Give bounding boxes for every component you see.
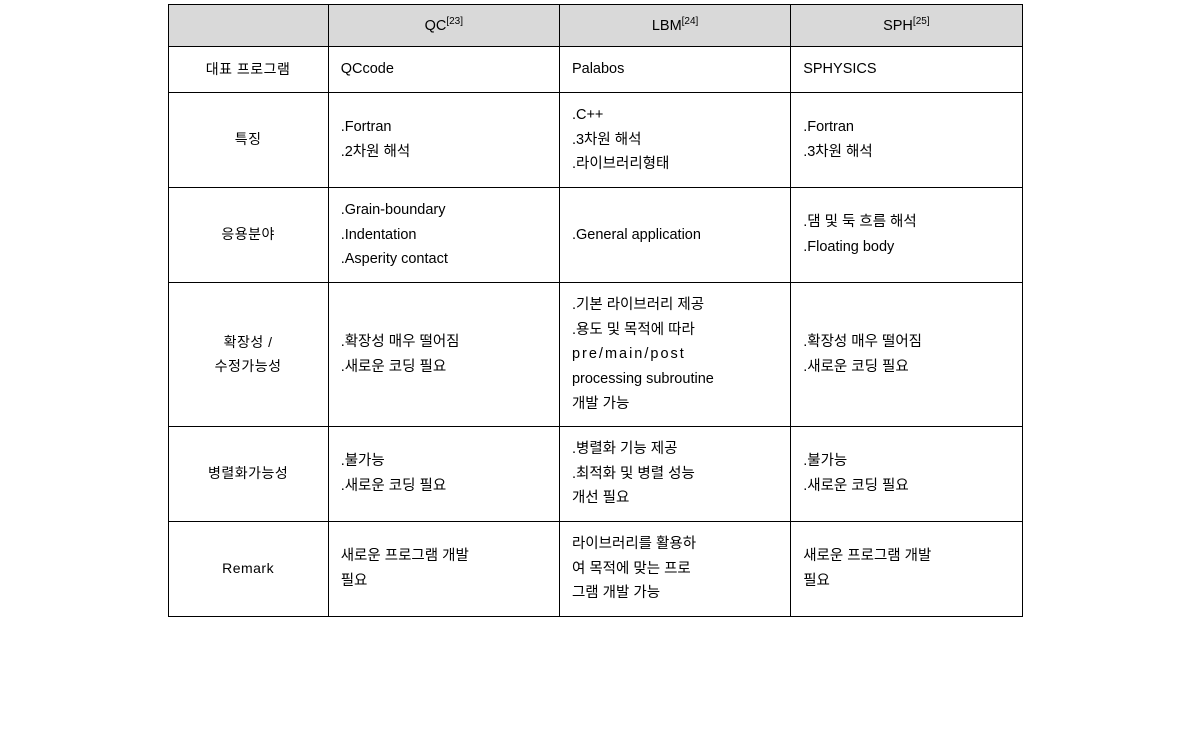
parallel-sph-1: .불가능 bbox=[803, 449, 1009, 474]
extensibility-sph-2: .새로운 코딩 필요 bbox=[803, 355, 1009, 380]
label-application: 응용분야 bbox=[168, 188, 328, 283]
remark-lbm: 라이브러리를 활용하 여 목적에 맞는 프로 그램 개발 가능 bbox=[559, 522, 790, 617]
row-extensibility: 확장성 / 수정가능성 .확장성 매우 떨어짐 .새로운 코딩 필요 .기본 라… bbox=[168, 282, 1022, 426]
header-qc-name: QC bbox=[425, 18, 447, 34]
program-qc: QCcode bbox=[328, 47, 559, 93]
header-sph: SPH[25] bbox=[791, 5, 1022, 47]
remark-lbm-2: 여 목적에 맞는 프로 bbox=[572, 557, 778, 582]
application-qc: .Grain-boundary .Indentation .Asperity c… bbox=[328, 188, 559, 283]
program-sph: SPHYSICS bbox=[791, 47, 1022, 93]
parallel-sph: .불가능 .새로운 코딩 필요 bbox=[791, 427, 1022, 522]
header-lbm-ref: [24] bbox=[682, 16, 699, 27]
application-lbm: .General application bbox=[559, 188, 790, 283]
label-extensibility-2: 수정가능성 bbox=[181, 355, 316, 379]
row-remark: Remark 새로운 프로그램 개발 필요 라이브러리를 활용하 여 목적에 맞… bbox=[168, 522, 1022, 617]
comparison-table: QC[23] LBM[24] SPH[25] 대표 프로그램 QCcode Pa… bbox=[168, 4, 1023, 617]
remark-sph-1: 새로운 프로그램 개발 bbox=[803, 544, 1009, 569]
extensibility-sph-1: .확장성 매우 떨어짐 bbox=[803, 330, 1009, 355]
remark-qc: 새로운 프로그램 개발 필요 bbox=[328, 522, 559, 617]
application-qc-2: .Indentation bbox=[341, 223, 547, 248]
header-lbm: LBM[24] bbox=[559, 5, 790, 47]
extensibility-qc-1: .확장성 매우 떨어짐 bbox=[341, 330, 547, 355]
extensibility-lbm-5: 개발 가능 bbox=[572, 392, 778, 417]
parallel-qc-1: .불가능 bbox=[341, 449, 547, 474]
remark-sph-2: 필요 bbox=[803, 569, 1009, 594]
features-lbm-2: .3차원 해석 bbox=[572, 128, 778, 153]
remark-qc-1: 새로운 프로그램 개발 bbox=[341, 544, 547, 569]
application-sph-1: .댐 및 둑 흐름 해석 bbox=[803, 210, 1009, 235]
features-qc-2: .2차원 해석 bbox=[341, 140, 547, 165]
label-features: 특징 bbox=[168, 93, 328, 188]
features-qc-1: .Fortran bbox=[341, 115, 547, 140]
features-sph: .Fortran .3차원 해석 bbox=[791, 93, 1022, 188]
application-qc-3: .Asperity contact bbox=[341, 247, 547, 272]
parallel-qc: .불가능 .새로운 코딩 필요 bbox=[328, 427, 559, 522]
parallel-lbm: .병렬화 기능 제공 .최적화 및 병렬 성능 개선 필요 bbox=[559, 427, 790, 522]
extensibility-qc: .확장성 매우 떨어짐 .새로운 코딩 필요 bbox=[328, 282, 559, 426]
extensibility-sph: .확장성 매우 떨어짐 .새로운 코딩 필요 bbox=[791, 282, 1022, 426]
label-extensibility-1: 확장성 / bbox=[181, 331, 316, 355]
remark-sph: 새로운 프로그램 개발 필요 bbox=[791, 522, 1022, 617]
extensibility-lbm-1: .기본 라이브러리 제공 bbox=[572, 293, 778, 318]
header-blank bbox=[168, 5, 328, 47]
header-sph-ref: [25] bbox=[913, 16, 930, 27]
extensibility-lbm-3: pre/main/post bbox=[572, 342, 778, 367]
label-extensibility: 확장성 / 수정가능성 bbox=[168, 282, 328, 426]
row-application: 응용분야 .Grain-boundary .Indentation .Asper… bbox=[168, 188, 1022, 283]
header-lbm-name: LBM bbox=[652, 18, 682, 34]
label-parallel: 병렬화가능성 bbox=[168, 427, 328, 522]
remark-lbm-1: 라이브러리를 활용하 bbox=[572, 532, 778, 557]
features-sph-1: .Fortran bbox=[803, 115, 1009, 140]
extensibility-lbm-2: .용도 및 목적에 따라 bbox=[572, 318, 778, 343]
header-qc-ref: [23] bbox=[446, 16, 463, 27]
row-program: 대표 프로그램 QCcode Palabos SPHYSICS bbox=[168, 47, 1022, 93]
features-sph-2: .3차원 해석 bbox=[803, 140, 1009, 165]
header-row: QC[23] LBM[24] SPH[25] bbox=[168, 5, 1022, 47]
program-lbm: Palabos bbox=[559, 47, 790, 93]
features-lbm-1: .C++ bbox=[572, 103, 778, 128]
features-lbm-3: .라이브러리형태 bbox=[572, 152, 778, 177]
features-qc: .Fortran .2차원 해석 bbox=[328, 93, 559, 188]
parallel-sph-2: .새로운 코딩 필요 bbox=[803, 474, 1009, 499]
extensibility-lbm-4: processing subroutine bbox=[572, 367, 778, 392]
application-lbm-1: .General application bbox=[572, 223, 778, 248]
parallel-lbm-1: .병렬화 기능 제공 bbox=[572, 437, 778, 462]
label-program: 대표 프로그램 bbox=[168, 47, 328, 93]
application-sph: .댐 및 둑 흐름 해석 .Floating body bbox=[791, 188, 1022, 283]
parallel-qc-2: .새로운 코딩 필요 bbox=[341, 474, 547, 499]
remark-lbm-3: 그램 개발 가능 bbox=[572, 581, 778, 606]
row-features: 특징 .Fortran .2차원 해석 .C++ .3차원 해석 .라이브러리형… bbox=[168, 93, 1022, 188]
row-parallel: 병렬화가능성 .불가능 .새로운 코딩 필요 .병렬화 기능 제공 .최적화 및… bbox=[168, 427, 1022, 522]
remark-qc-2: 필요 bbox=[341, 569, 547, 594]
extensibility-qc-2: .새로운 코딩 필요 bbox=[341, 355, 547, 380]
features-lbm: .C++ .3차원 해석 .라이브러리형태 bbox=[559, 93, 790, 188]
extensibility-lbm: .기본 라이브러리 제공 .용도 및 목적에 따라 pre/main/post … bbox=[559, 282, 790, 426]
parallel-lbm-2: .최적화 및 병렬 성능 bbox=[572, 462, 778, 487]
parallel-lbm-3: 개선 필요 bbox=[572, 486, 778, 511]
header-sph-name: SPH bbox=[883, 18, 913, 34]
label-remark: Remark bbox=[168, 522, 328, 617]
application-qc-1: .Grain-boundary bbox=[341, 198, 547, 223]
application-sph-2: .Floating body bbox=[803, 235, 1009, 260]
header-qc: QC[23] bbox=[328, 5, 559, 47]
